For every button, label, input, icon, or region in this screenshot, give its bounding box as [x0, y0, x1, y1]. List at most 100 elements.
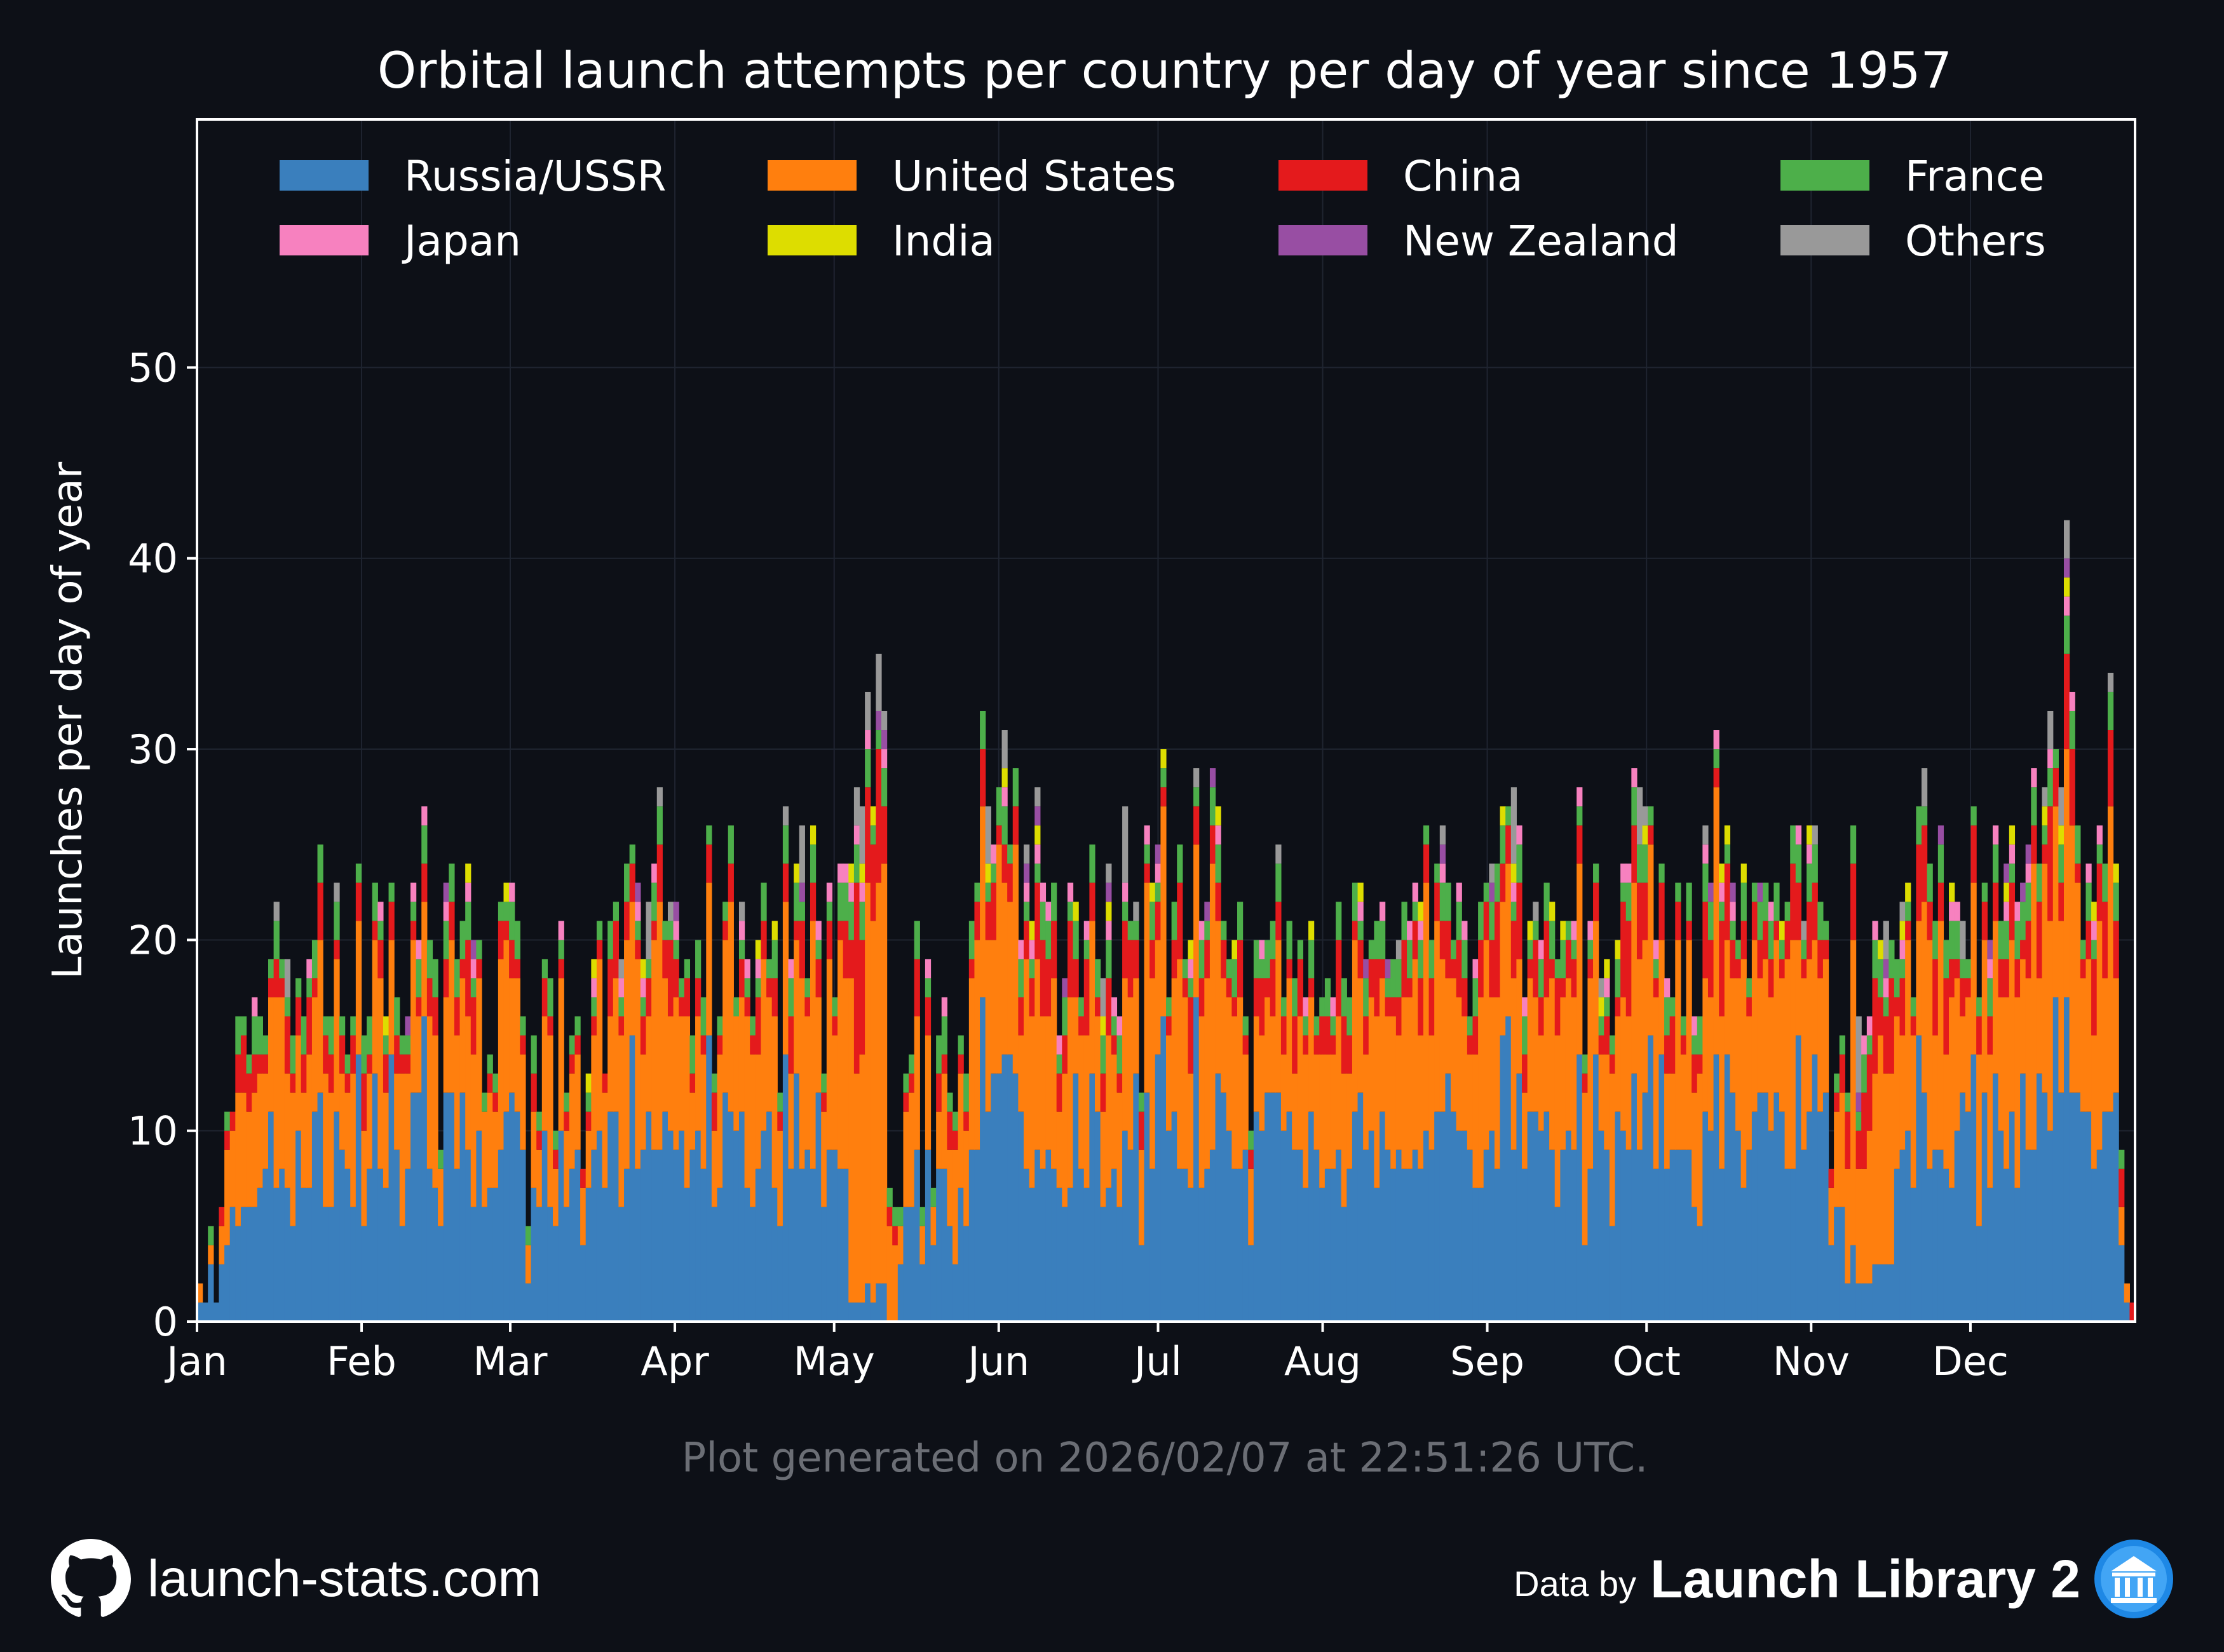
- bar-segment-france: [1855, 1111, 1862, 1131]
- site-credit[interactable]: launch-stats.com: [51, 1538, 541, 1620]
- bar-segment-united-states: [1795, 940, 1802, 1036]
- bar-segment-russia-ussr: [394, 1149, 400, 1322]
- bar-segment-france: [1056, 1054, 1062, 1074]
- bar-segment-united-states: [656, 902, 663, 1150]
- bar-segment-france: [1527, 940, 1533, 959]
- bar-segment-russia-ussr: [711, 1207, 718, 1322]
- bar-segment-china: [1609, 1054, 1616, 1074]
- bar-segment-china: [1018, 997, 1024, 1036]
- bar-segment-united-states: [1040, 1016, 1047, 1169]
- bar-segment-france: [443, 921, 449, 959]
- bar-segment-united-states: [1127, 997, 1134, 1150]
- bar-segment-russia-ussr: [941, 1168, 947, 1322]
- bar-segment-france: [1478, 902, 1484, 940]
- bar-segment-united-states: [695, 1016, 702, 1131]
- bar-segment-russia-ussr: [722, 1092, 729, 1322]
- bar-segment-new-zealand: [1439, 844, 1446, 864]
- bar-segment-united-states: [197, 1283, 203, 1303]
- bar-segment-russia-ussr: [1259, 1130, 1265, 1322]
- bar-segment-russia-ussr: [547, 1207, 553, 1322]
- bar-segment-russia-ussr: [585, 1188, 592, 1322]
- bar-segment-china: [1538, 997, 1545, 1036]
- site-link[interactable]: launch-stats.com: [147, 1550, 541, 1608]
- bar-segment-united-states: [284, 1073, 291, 1188]
- bar-segment-france: [383, 1035, 390, 1055]
- bar-segment-china: [1692, 1054, 1698, 1093]
- bar-segment-united-states: [2107, 806, 2114, 1112]
- bar-segment-france: [1751, 883, 1758, 902]
- bar-segment-china: [947, 1111, 953, 1150]
- bar-segment-india: [1160, 749, 1167, 769]
- bar-segment-china: [2009, 883, 2016, 940]
- bar-segment-france: [416, 959, 422, 998]
- bar-segment-france: [925, 978, 932, 998]
- bar-segment-france: [1248, 1130, 1254, 1150]
- bar-segment-russia-ussr: [629, 1035, 635, 1322]
- bar-segment-japan: [925, 959, 932, 978]
- bar-segment-united-states: [1007, 902, 1014, 1055]
- bar-segment-japan: [1861, 1035, 1868, 1055]
- bar-segment-united-states: [1839, 1092, 1845, 1207]
- bar-segment-france: [574, 1016, 581, 1036]
- bar-segment-india: [870, 806, 876, 826]
- bar-segment-united-states: [1822, 959, 1829, 1093]
- bar-segment-china: [1828, 1168, 1834, 1188]
- bar-segment-united-states: [991, 940, 997, 1074]
- bar-segment-france: [1620, 883, 1627, 902]
- bar-segment-japan: [1040, 883, 1047, 902]
- bar-segment-russia-ussr: [1319, 1188, 1326, 1322]
- bar-segment-france: [728, 825, 734, 864]
- bar-segment-china: [290, 1073, 296, 1093]
- bar-segment-others: [2107, 672, 2114, 692]
- bar-segment-india: [1073, 902, 1079, 921]
- bar-segment-united-states: [1746, 1016, 1753, 1150]
- bar-segment-russia-ussr: [1078, 1168, 1085, 1322]
- bar-segment-france: [1242, 1016, 1249, 1036]
- bar-segment-united-states: [1067, 997, 1074, 1188]
- bar-segment-russia-ussr: [1385, 1149, 1391, 1322]
- bar-segment-france: [679, 978, 685, 998]
- bar-segment-united-states: [596, 959, 603, 1131]
- bar-segment-france: [311, 940, 318, 978]
- bar-segment-japan: [1412, 883, 1418, 902]
- bar-segment-france: [536, 1111, 543, 1131]
- bar-segment-russia-ussr: [624, 1168, 630, 1322]
- bar-segment-new-zealand: [405, 1016, 411, 1036]
- bar-segment-russia-ussr: [974, 1149, 980, 1322]
- bar-segment-russia-ussr: [1330, 1168, 1336, 1322]
- bar-segment-russia-ussr: [1461, 1130, 1468, 1322]
- bar-segment-russia-ussr: [482, 1207, 488, 1322]
- bar-segment-china: [1280, 1016, 1287, 1055]
- bar-segment-france: [1363, 978, 1369, 1017]
- bar-segment-france: [235, 1016, 241, 1055]
- bar-segment-united-states: [1538, 1035, 1545, 1131]
- bar-segment-russia-ussr: [1850, 1245, 1857, 1322]
- bar-segment-japan: [1083, 921, 1090, 940]
- bar-segment-others: [618, 959, 625, 978]
- bar-segment-france: [492, 1073, 499, 1093]
- bar-segment-china: [1401, 940, 1407, 998]
- bar-segment-russia-ussr: [1445, 1073, 1451, 1322]
- bar-segment-france: [1719, 902, 1725, 921]
- bar-segment-others: [1023, 844, 1030, 864]
- bar-segment-united-states: [1888, 1073, 1895, 1264]
- bar-segment-russia-ussr: [651, 1149, 658, 1322]
- bar-segment-france: [2119, 1149, 2125, 1169]
- bar-segment-france: [2102, 863, 2108, 902]
- bar-segment-france: [635, 921, 641, 940]
- bar-segment-united-states: [1587, 978, 1594, 1169]
- bar-segment-new-zealand: [1385, 959, 1391, 978]
- bar-segment-united-states: [569, 1073, 576, 1169]
- bar-segment-india: [1418, 902, 1424, 921]
- legend-item: China: [1278, 152, 1523, 201]
- bar-segment-russia-ussr: [919, 1264, 926, 1322]
- bar-segment-france: [750, 1016, 756, 1036]
- bar-segment-russia-ussr: [771, 1188, 778, 1322]
- bar-segment-united-states: [1286, 978, 1292, 1112]
- bar-segment-united-states: [492, 1111, 499, 1188]
- bar-segment-japan: [1144, 825, 1150, 845]
- bar-segment-united-states: [662, 978, 668, 1112]
- bar-segment-united-states: [919, 1226, 926, 1264]
- bar-segment-china: [1795, 883, 1802, 940]
- bar-segment-china: [738, 959, 745, 998]
